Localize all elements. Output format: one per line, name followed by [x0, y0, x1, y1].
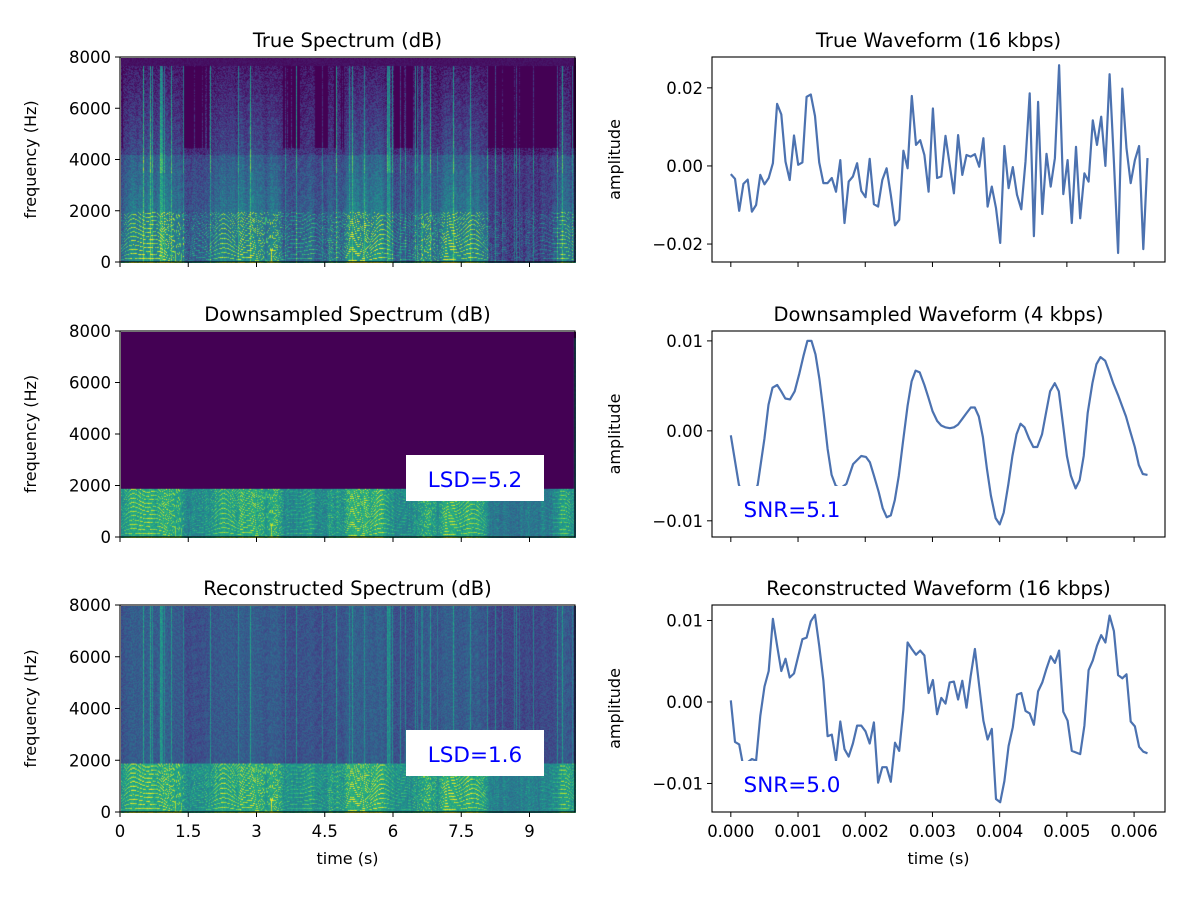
y-tick-label: 6000 — [69, 374, 111, 393]
y-axis-label: frequency (Hz) — [21, 100, 40, 218]
y-tick-label: 8000 — [69, 322, 111, 341]
spectrogram-image-down_spec — [120, 331, 576, 538]
y-tick-label: −0.01 — [652, 774, 703, 793]
x-tick-label: 1.5 — [175, 822, 201, 841]
annotation-box — [406, 455, 544, 501]
x-tick-label: 0.004 — [976, 822, 1023, 841]
annotation-box — [406, 730, 544, 776]
y-axis-label: frequency (Hz) — [21, 649, 40, 767]
axes-frame — [119, 56, 576, 263]
y-tick-label: 0.00 — [666, 422, 703, 441]
subplot-down_spec: Downsampled Spectrum (dB) 0 2000 4000 6000 80… — [21, 303, 576, 547]
axes-frame — [711, 56, 1166, 263]
y-tick-label: 0 — [101, 803, 112, 822]
y-tick-label: 2000 — [69, 202, 111, 221]
spectrogram-image-recon_spec — [120, 605, 576, 813]
y-tick-label: 0.01 — [666, 611, 703, 630]
subplot-title: Reconstructed Spectrum (dB) — [203, 577, 491, 600]
x-tick-label: 9 — [524, 822, 535, 841]
snr-annotation: SNR=5.0 — [744, 773, 841, 798]
x-axis-label: time (s) — [907, 849, 969, 868]
x-tick-label: 0 — [115, 822, 126, 841]
x-tick-label: 3 — [251, 822, 262, 841]
y-tick-label: 6000 — [69, 648, 111, 667]
snr-annotation: SNR=5.1 — [744, 498, 841, 523]
y-tick-label: 2000 — [69, 751, 111, 770]
subplot-title: Downsampled Waveform (4 kbps) — [774, 303, 1104, 326]
y-tick-label: 4000 — [69, 425, 111, 444]
waveform-line — [729, 339, 1148, 526]
y-tick-label: 0.02 — [666, 79, 703, 98]
y-tick-label: 0 — [101, 528, 112, 547]
x-axis-label: time (s) — [316, 849, 378, 868]
waveform-line — [729, 64, 1149, 255]
annotation-box — [726, 486, 858, 532]
y-tick-label: 0 — [101, 253, 112, 272]
lsd-annotation: LSD=5.2 — [428, 468, 522, 493]
y-axis-label: amplitude — [605, 668, 624, 749]
spectrogram-image-true_spec — [120, 57, 576, 263]
subplot-title: True Spectrum (dB) — [252, 29, 442, 52]
x-tick-label: 0.005 — [1043, 822, 1090, 841]
x-tick-label: 0.006 — [1110, 822, 1157, 841]
axes-frame — [119, 604, 576, 813]
y-tick-label: 0.00 — [666, 693, 703, 712]
waveform-line — [729, 613, 1148, 804]
x-tick-label: 4.5 — [312, 822, 338, 841]
axes-frame — [119, 330, 576, 538]
y-tick-label: 4000 — [69, 700, 111, 719]
x-tick-label: 0.000 — [707, 822, 754, 841]
x-tick-label: 0.003 — [909, 822, 956, 841]
axes-frame — [711, 330, 1166, 538]
y-axis-label: amplitude — [605, 119, 624, 200]
y-tick-label: −0.01 — [652, 512, 703, 531]
y-axis-label: frequency (Hz) — [21, 375, 40, 493]
lsd-annotation: LSD=1.6 — [428, 743, 522, 768]
subplot-title: True Waveform (16 kbps) — [815, 29, 1061, 52]
subplot-down_wave: Downsampled Waveform (4 kbps) 0.01 0.00 −0.… — [605, 303, 1166, 542]
y-tick-label: 4000 — [69, 151, 111, 170]
subplot-true_spec: True Spectrum (dB) 0 2000 4000 6000 8000 frequ… — [21, 29, 576, 272]
y-axis-label: amplitude — [605, 394, 624, 475]
x-tick-label: 0.002 — [842, 822, 889, 841]
subplot-title: Reconstructed Waveform (16 kbps) — [766, 577, 1110, 600]
x-tick-label: 0.001 — [774, 822, 821, 841]
y-tick-label: 6000 — [69, 99, 111, 118]
annotation-box — [726, 761, 858, 807]
y-tick-label: 0.00 — [666, 157, 703, 176]
subplot-recon_spec: Reconstructed Spectrum (dB) 0 2000 4000 6000… — [21, 577, 576, 868]
subplot-title: Downsampled Spectrum (dB) — [204, 303, 490, 326]
x-tick-label: 6 — [388, 822, 399, 841]
y-tick-label: 0.01 — [666, 332, 703, 351]
y-tick-label: 2000 — [69, 477, 111, 496]
y-tick-label: 8000 — [69, 48, 111, 67]
subplot-recon_wave: Reconstructed Waveform (16 kbps) 0.01 0.00… — [605, 577, 1166, 868]
x-tick-label: 7.5 — [448, 822, 474, 841]
y-tick-label: −0.02 — [652, 235, 703, 254]
subplot-true_wave: True Waveform (16 kbps) 0.02 0.00 −0.02 ampl… — [605, 29, 1166, 267]
axes-frame — [711, 604, 1166, 813]
y-tick-label: 8000 — [69, 596, 111, 615]
